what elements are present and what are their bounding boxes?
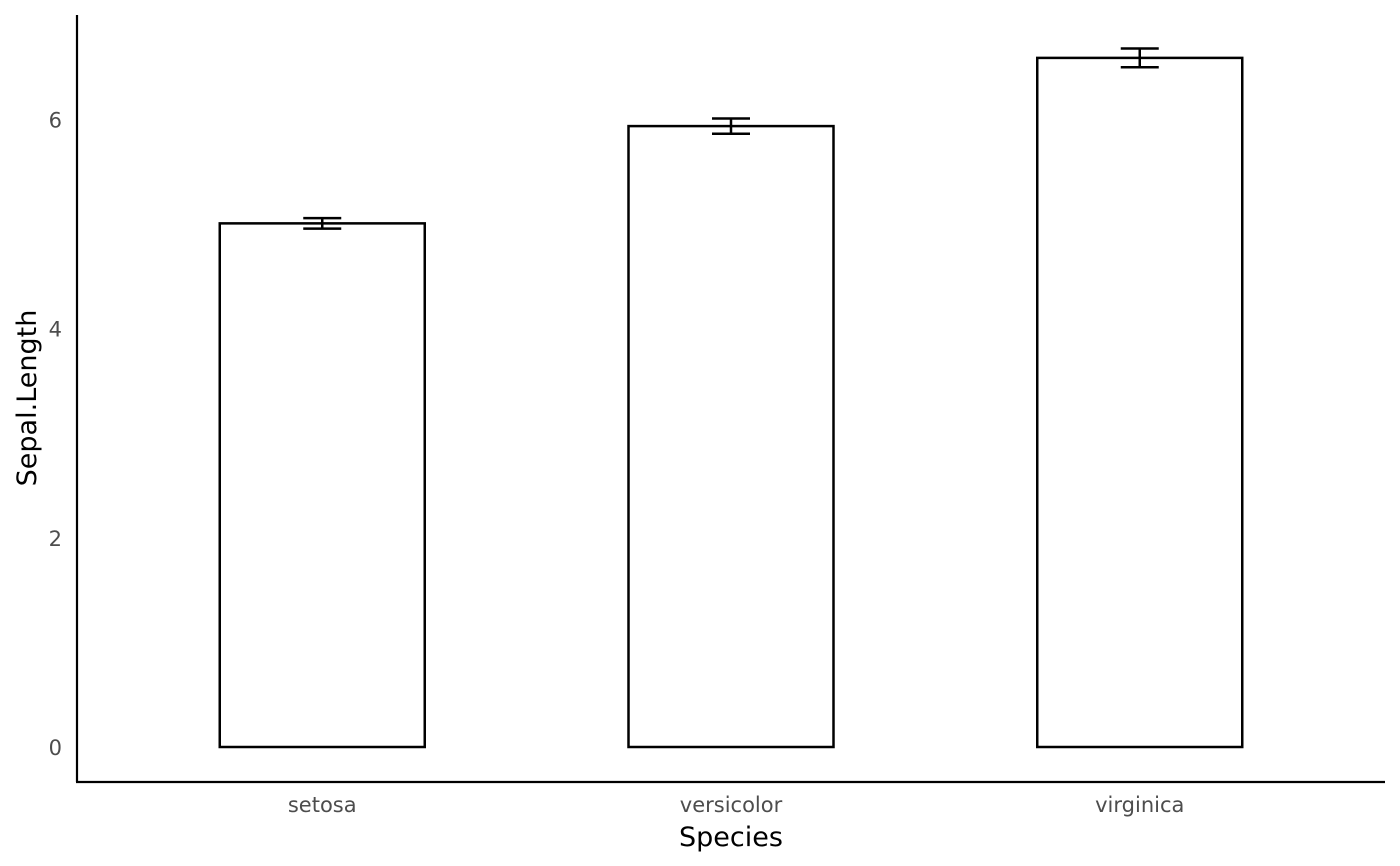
y-tick-label-0: 0 xyxy=(49,736,62,760)
errorbar-setosa xyxy=(303,216,342,230)
errorbars-layer xyxy=(303,47,1159,230)
y-tick-label-2: 2 xyxy=(49,527,62,551)
x-axis-title: Species xyxy=(679,822,783,853)
x-tick-label-setosa: setosa xyxy=(288,793,357,817)
errorbar-virginica xyxy=(1120,47,1159,69)
bar-versicolor xyxy=(627,124,835,749)
x-tick-label-virginica: virginica xyxy=(1095,793,1184,817)
y-tick-label-6: 6 xyxy=(49,108,62,132)
x-tick-label-versicolor: versicolor xyxy=(680,793,783,817)
bars-layer xyxy=(218,56,1244,749)
errorbar-versicolor xyxy=(712,117,750,135)
x-ticks-layer: setosa versicolor virginica xyxy=(288,793,1185,817)
y-tick-label-4: 4 xyxy=(49,318,62,342)
y-axis-title: Sepal.Length xyxy=(12,310,43,487)
bar-virginica xyxy=(1036,56,1244,749)
y-ticks-layer: 0 2 4 6 xyxy=(49,108,62,760)
bar-setosa xyxy=(218,222,426,749)
